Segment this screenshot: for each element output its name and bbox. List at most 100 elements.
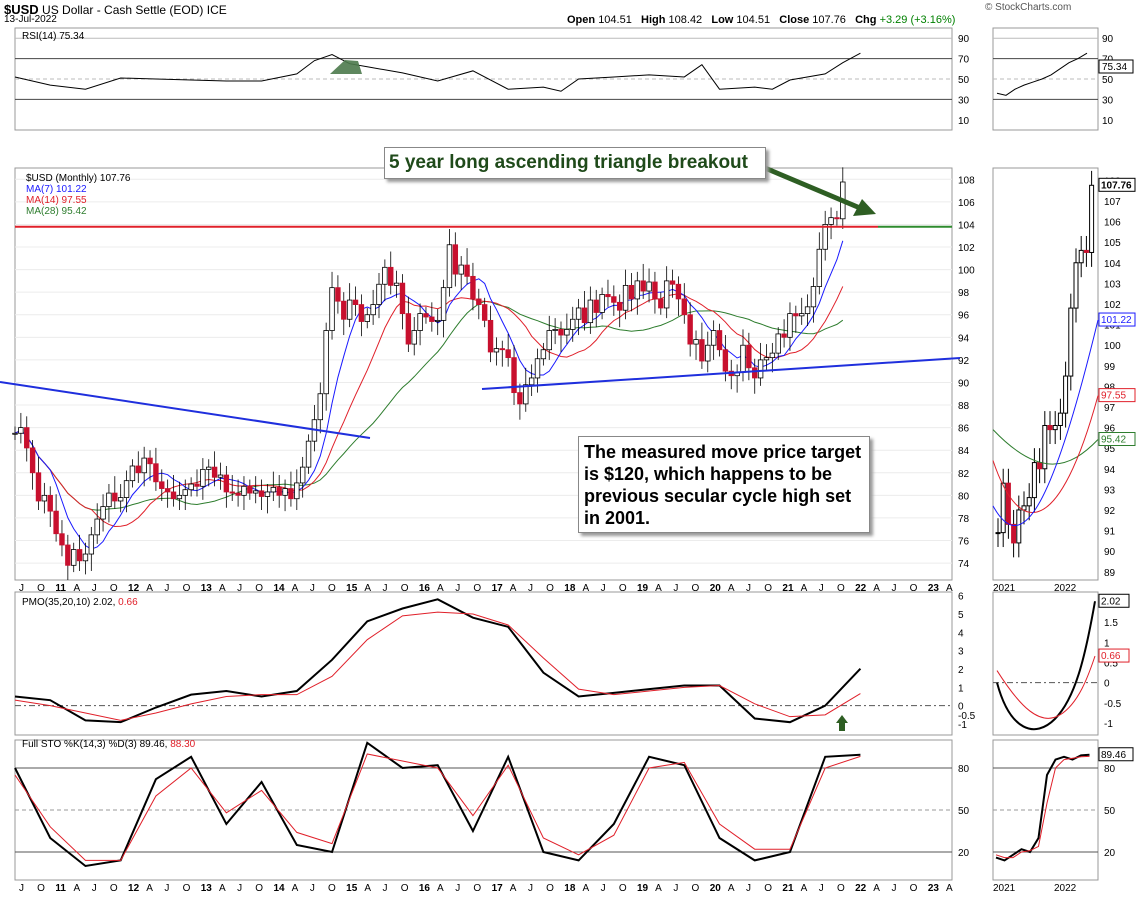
candle-body bbox=[288, 488, 294, 500]
price-x-label: A bbox=[292, 583, 299, 594]
sto-x-label: 15 bbox=[346, 883, 358, 894]
candle-body bbox=[82, 553, 89, 562]
candle-body bbox=[217, 474, 224, 478]
price-x-label: A bbox=[946, 583, 953, 594]
price-tick-label: 76 bbox=[958, 536, 970, 547]
candle-body bbox=[294, 482, 300, 500]
price-x-label: A bbox=[728, 583, 735, 594]
side-candle-body bbox=[1057, 412, 1063, 427]
price-tick-label: 78 bbox=[958, 514, 970, 525]
price-x-label: O bbox=[910, 583, 918, 594]
candle-body bbox=[12, 432, 18, 435]
price-x-label: J bbox=[819, 583, 824, 594]
candle-body bbox=[247, 485, 253, 494]
sto-x-label: O bbox=[255, 883, 263, 894]
candle-body bbox=[681, 298, 687, 316]
candle-body bbox=[834, 217, 840, 220]
candle-body bbox=[41, 494, 48, 502]
side-candle-body bbox=[1063, 375, 1069, 414]
sto-legend: Full STO %K(14,3) %D(3) 89.46, 88.30 bbox=[22, 739, 196, 750]
price-x-label: A bbox=[74, 583, 81, 594]
candle-body bbox=[29, 447, 36, 474]
sto-x-label: O bbox=[37, 883, 45, 894]
target-annotation: The measured move price target is $120, … bbox=[578, 436, 870, 533]
candle-body bbox=[534, 358, 541, 379]
descending-trendline bbox=[0, 381, 371, 439]
candle-body bbox=[693, 339, 699, 345]
candle-body bbox=[188, 483, 194, 491]
sto-x-label: A bbox=[219, 883, 226, 894]
candle-body bbox=[329, 287, 335, 331]
price-x-label: O bbox=[546, 583, 554, 594]
candle-body bbox=[775, 333, 781, 354]
candle-body bbox=[605, 294, 611, 298]
price-tick-label: 88 bbox=[958, 401, 970, 412]
candle-body bbox=[405, 313, 412, 345]
price-x-label: 17 bbox=[492, 583, 504, 594]
candle-body bbox=[159, 481, 165, 489]
side-candle-body bbox=[1037, 462, 1043, 470]
candle-body bbox=[599, 294, 605, 313]
candle-body bbox=[716, 330, 723, 351]
candle-body bbox=[382, 266, 388, 285]
side-candle-body bbox=[1089, 184, 1095, 253]
price-tick-label: 74 bbox=[958, 559, 970, 570]
candle-body bbox=[757, 359, 764, 379]
sto-x-label: O bbox=[328, 883, 336, 894]
candle-body bbox=[411, 330, 417, 345]
candle-body bbox=[476, 298, 482, 305]
side-price-tick-label: 103 bbox=[1104, 279, 1121, 290]
candle-body bbox=[200, 468, 206, 487]
price-x-label: J bbox=[237, 583, 242, 594]
candle-body bbox=[593, 299, 599, 313]
price-x-label: J bbox=[528, 583, 533, 594]
side-candle-body bbox=[1052, 425, 1058, 431]
rsi-side-line bbox=[996, 52, 1088, 96]
pmo-legend: PMO(35,20,10) 2.02, 0.66 bbox=[22, 597, 138, 608]
price-tick-label: 100 bbox=[958, 266, 975, 277]
price-x-label: J bbox=[891, 583, 896, 594]
sto-x-label: J bbox=[237, 883, 242, 894]
pmo-tick-label: 5 bbox=[958, 610, 964, 621]
candle-body bbox=[53, 510, 59, 535]
ohlc-readout: Open 104.51 High 108.42 Low 104.51 Close… bbox=[567, 14, 956, 26]
side-sto-x-label: 2022 bbox=[1054, 883, 1077, 894]
sto-x-label: 16 bbox=[419, 883, 431, 894]
candle-body bbox=[299, 466, 306, 484]
sto-x-label: O bbox=[837, 883, 845, 894]
side-price-last-label: 95.42 bbox=[1101, 435, 1126, 446]
side-pmo-signal-box bbox=[1098, 648, 1130, 663]
price-side-panel-frame bbox=[992, 167, 1099, 581]
ma7-line bbox=[14, 240, 844, 550]
side-price-tick-label: 91 bbox=[1104, 527, 1116, 538]
candle-body bbox=[417, 313, 423, 331]
candle-body bbox=[235, 492, 241, 496]
pmo-tick-label: 4 bbox=[958, 628, 964, 639]
candle-body bbox=[440, 287, 447, 321]
candle-body bbox=[470, 275, 476, 300]
candle-body bbox=[799, 313, 805, 317]
candle-body bbox=[581, 307, 588, 324]
sto-x-label: A bbox=[728, 883, 735, 894]
side-price-last-label: 97.55 bbox=[1101, 391, 1126, 402]
candle-body bbox=[341, 300, 347, 320]
price-x-label: J bbox=[383, 583, 388, 594]
sto-x-label: J bbox=[528, 883, 533, 894]
candle-body bbox=[552, 329, 558, 331]
side-price-tick-label: 89 bbox=[1104, 568, 1116, 579]
sto-x-label: A bbox=[510, 883, 517, 894]
candle-body bbox=[575, 307, 582, 320]
candle-body bbox=[276, 487, 282, 496]
sto-x-label: A bbox=[74, 883, 81, 894]
candle-body bbox=[699, 339, 705, 362]
price-x-label: O bbox=[183, 583, 191, 594]
rsi-side-last-box bbox=[1098, 59, 1134, 74]
candle-body bbox=[435, 319, 441, 322]
candle-body bbox=[810, 286, 817, 308]
price-x-label: 14 bbox=[273, 583, 285, 594]
side-candle-body bbox=[1016, 509, 1022, 544]
side-x-label: 2022 bbox=[1054, 583, 1077, 594]
candle-body bbox=[663, 280, 670, 309]
side-price-tick-label: 90 bbox=[1104, 547, 1116, 558]
candle-body bbox=[223, 474, 230, 493]
